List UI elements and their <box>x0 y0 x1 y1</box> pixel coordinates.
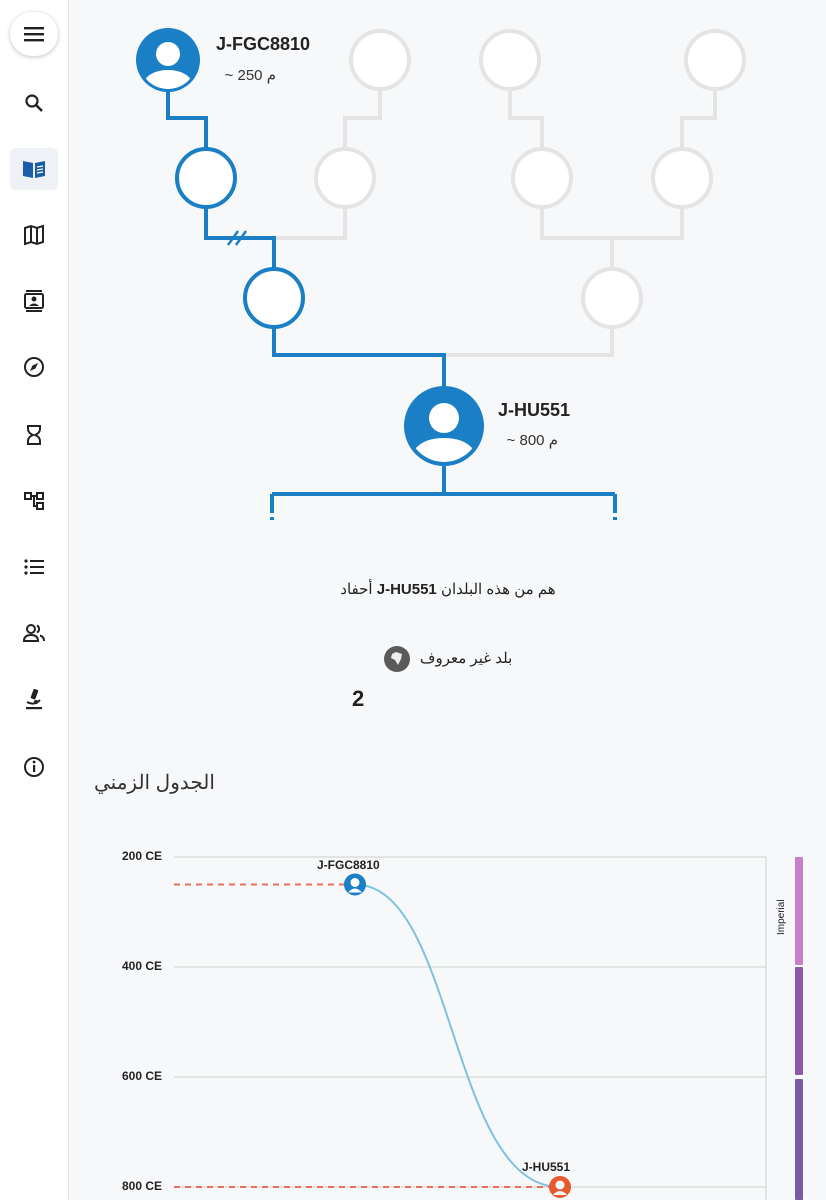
nav-list[interactable] <box>10 546 58 588</box>
tree-node-empty[interactable] <box>349 29 411 91</box>
ancestor-age: م 250 ~ <box>224 67 276 84</box>
era-segment[interactable] <box>795 1079 803 1200</box>
nav-tree[interactable] <box>10 480 58 522</box>
era-segment[interactable] <box>795 857 803 965</box>
compass-icon <box>24 357 44 377</box>
tree-node-empty[interactable] <box>684 29 746 91</box>
book-icon <box>23 161 45 178</box>
country-label: بلد غير معروف <box>419 649 513 667</box>
tree-node-empty[interactable] <box>479 29 541 91</box>
timeline-point-label: J-FGC8810 <box>317 857 380 872</box>
nav-compass[interactable] <box>10 346 58 388</box>
timeline-point-label: J-HU551 <box>522 1160 571 1174</box>
tree-node-empty[interactable] <box>314 147 376 209</box>
country-count: 2 <box>352 686 365 711</box>
nav-people[interactable] <box>10 612 58 654</box>
axis-tick-label: 600 CE <box>122 1069 163 1083</box>
tree-node-empty[interactable] <box>651 147 713 209</box>
unknown-country-icon <box>383 646 410 672</box>
map-icon <box>24 224 44 246</box>
nav-search[interactable] <box>10 82 58 124</box>
timeline-chart <box>174 856 803 1200</box>
nav-hourglass[interactable] <box>10 414 58 456</box>
ancestor-name: J-FGC8810 <box>216 34 311 54</box>
main-content: J-FGC8810 م 250 ~ J-HU551 م 800 ~ هم من … <box>70 0 826 1200</box>
timeline-point[interactable] <box>344 873 366 896</box>
people-icon <box>22 624 45 642</box>
era-label: Imperial <box>776 899 787 935</box>
microscope-icon <box>26 688 42 710</box>
tree-node-empty[interactable] <box>511 147 573 209</box>
nav-map[interactable] <box>10 214 58 256</box>
timeline-curve <box>354 883 561 1188</box>
haplogroup-tree <box>136 28 746 524</box>
nav-info[interactable] <box>10 746 58 788</box>
descendants-caption: هم من هذه البلدان J-HU551 أحفاد <box>340 581 556 598</box>
menu-button[interactable] <box>10 12 58 56</box>
timeline-title: الجدول الزمني <box>94 772 215 794</box>
axis-tick-label: 200 CE <box>122 849 163 863</box>
tree-icon <box>24 492 44 510</box>
tree-node-empty[interactable] <box>581 267 643 329</box>
current-name: J-HU551 <box>498 400 571 420</box>
era-segment[interactable] <box>795 967 803 1075</box>
ancestor-avatar-icon[interactable] <box>136 28 200 95</box>
sidebar <box>0 0 69 1200</box>
nav-book[interactable] <box>10 148 58 190</box>
list-icon <box>24 559 44 575</box>
hamburger-icon <box>24 27 44 42</box>
info-icon <box>24 757 44 777</box>
tree-node-path[interactable] <box>175 147 237 209</box>
timeline-point[interactable] <box>549 1176 571 1198</box>
country-row[interactable]: بلد غير معروف <box>70 646 826 672</box>
hourglass-icon <box>27 425 41 445</box>
search-icon <box>25 94 43 112</box>
current-avatar-icon[interactable] <box>404 386 484 470</box>
axis-tick-label: 400 CE <box>122 959 163 973</box>
nav-microscope[interactable] <box>10 678 58 720</box>
tree-node-path[interactable] <box>243 267 305 329</box>
axis-tick-label: 800 CE <box>122 1179 163 1193</box>
profile-card-icon <box>24 290 44 312</box>
nav-profile[interactable] <box>10 280 58 322</box>
current-age: م 800 ~ <box>506 432 558 449</box>
